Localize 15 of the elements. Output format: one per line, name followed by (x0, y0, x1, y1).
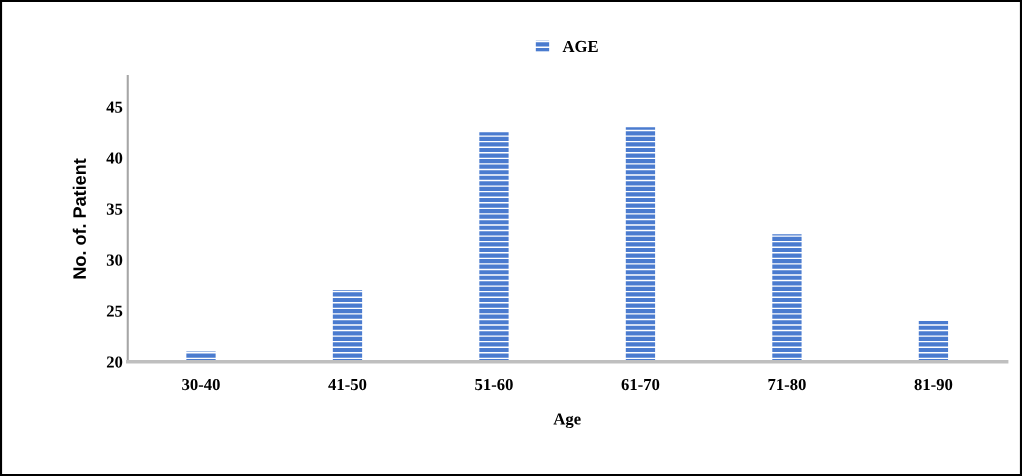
y-tick-label: 45 (106, 101, 123, 113)
y-axis-title: No. of. Patient (72, 158, 86, 279)
y-tick-label: 30 (106, 254, 123, 266)
y-tick-label: 20 (106, 356, 123, 368)
x-tick-label: 41-50 (328, 378, 367, 391)
x-tick-label: 30-40 (182, 378, 220, 391)
x-tick-label: 71-80 (768, 378, 806, 391)
y-tick-label: 25 (106, 305, 123, 317)
legend-label: AGE (562, 40, 598, 53)
y-tick-label: 40 (106, 152, 123, 164)
x-tick-label: 51-60 (475, 378, 513, 391)
x-axis-title: Age (553, 413, 581, 429)
y-tick-label: 35 (106, 203, 123, 215)
x-tick-label: 61-70 (621, 378, 660, 391)
x-tick-label: 81-90 (914, 378, 953, 391)
